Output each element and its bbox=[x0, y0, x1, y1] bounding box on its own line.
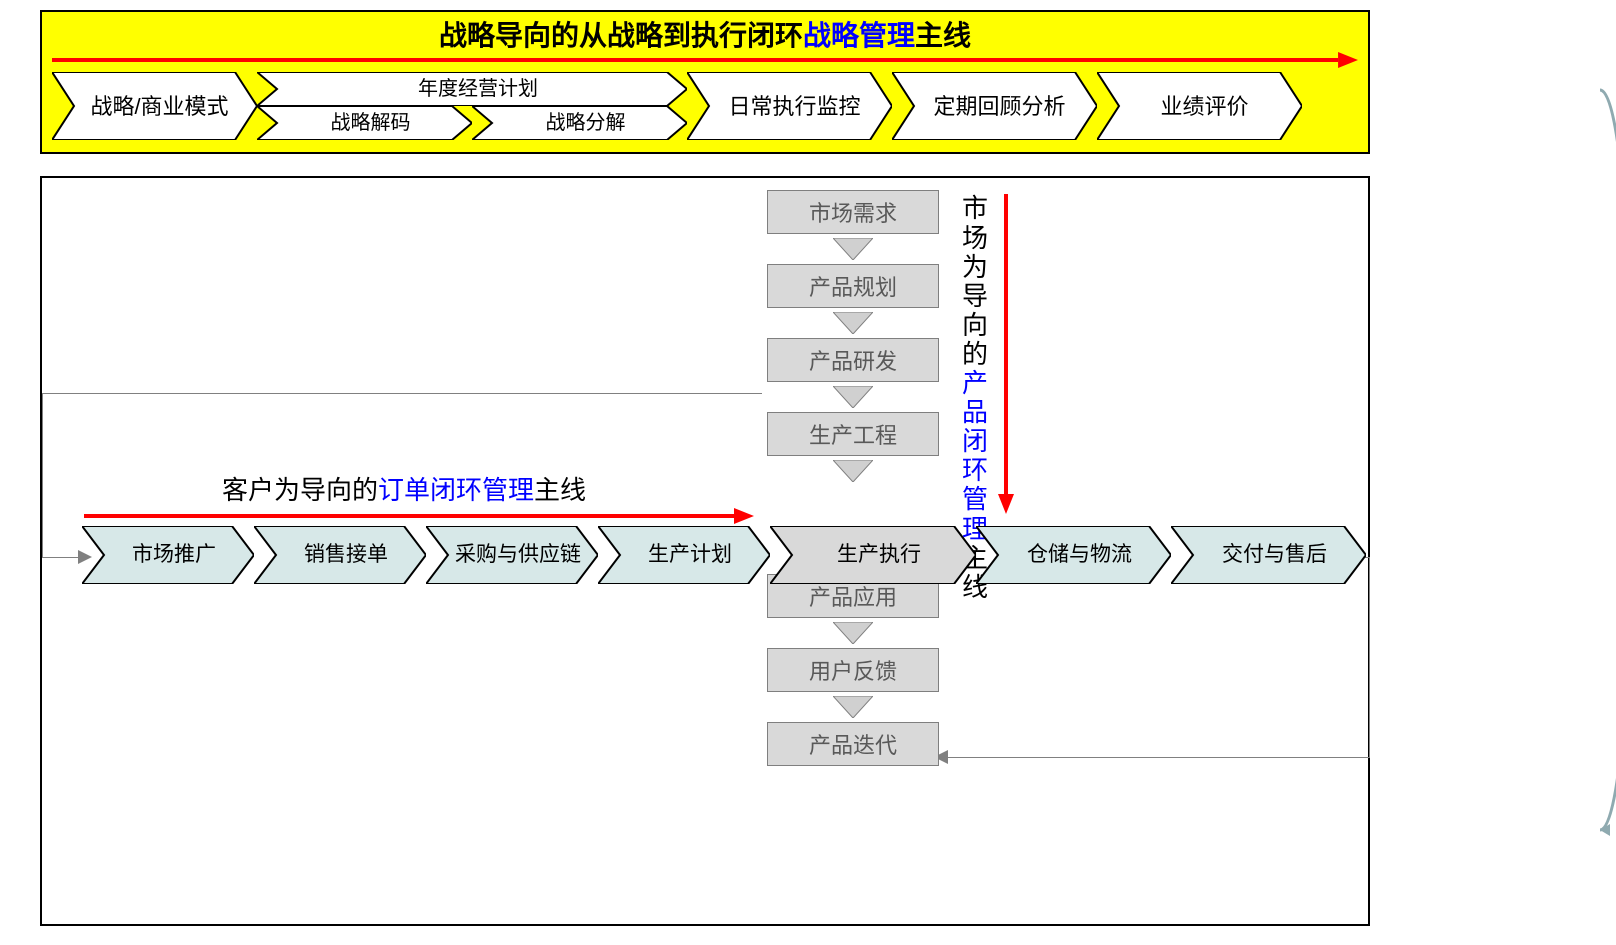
hlabel-highlight: 订单闭环管理 bbox=[378, 475, 534, 505]
chain-delivery-aftersales: 交付与售后 bbox=[1171, 526, 1366, 584]
product-flow-column: 市场需求 产品规划 产品研发 生产工程 产品应用 用户反馈 产品迭代 bbox=[762, 190, 944, 766]
chain-prod-exec: 生产执行 bbox=[770, 526, 976, 584]
chain-market-promo: 市场推广 bbox=[82, 526, 254, 584]
chain-label: 生产执行 bbox=[811, 543, 935, 567]
step-evaluate: 业绩评价 bbox=[1097, 72, 1302, 140]
title-suffix: 主线 bbox=[915, 20, 971, 51]
step-decode: 战略解码 bbox=[257, 106, 472, 140]
chain-label: 仓储与物流 bbox=[1001, 543, 1146, 567]
step-label: 日常执行监控 bbox=[706, 94, 872, 119]
box-prod-eng: 生产工程 bbox=[767, 412, 939, 456]
down-chevron-icon bbox=[833, 238, 873, 260]
chain-sales-order: 销售接单 bbox=[254, 526, 426, 584]
chain-procure-supply: 采购与供应链 bbox=[426, 526, 598, 584]
annual-plan-group: 年度经营计划 战略解码 战略分解 bbox=[257, 72, 687, 142]
curve-connector bbox=[1598, 10, 1616, 940]
step-review: 定期回顾分析 bbox=[892, 72, 1097, 140]
title-prefix: 战略导向的从战略到执行闭环 bbox=[439, 20, 803, 51]
down-chevron-icon bbox=[833, 460, 873, 482]
chain-label: 市场推广 bbox=[106, 543, 230, 567]
down-chevron-icon bbox=[833, 312, 873, 334]
chain-label: 交付与售后 bbox=[1196, 543, 1341, 567]
box-market-demand: 市场需求 bbox=[767, 190, 939, 234]
side-p1: 市场为导向的 bbox=[962, 193, 988, 369]
step-daily-monitor: 日常执行监控 bbox=[687, 72, 892, 140]
top-title: 战略导向的从战略到执行闭环战略管理主线 bbox=[52, 18, 1358, 54]
down-chevron-icon bbox=[833, 696, 873, 718]
hlabel-p2: 主线 bbox=[534, 475, 586, 505]
step-label: 战略/商业模式 bbox=[68, 94, 240, 119]
hlabel-p1: 客户为导向的 bbox=[222, 475, 378, 505]
chain-label: 采购与供应链 bbox=[429, 543, 595, 567]
chain-prod-plan: 生产计划 bbox=[598, 526, 770, 584]
step-decompose: 战略分解 bbox=[472, 106, 687, 140]
step-label: 战略解码 bbox=[309, 112, 421, 135]
step-strategy-model: 战略/商业模式 bbox=[52, 72, 257, 140]
box-label: 产品研发 bbox=[809, 344, 897, 376]
title-highlight: 战略管理 bbox=[803, 20, 915, 51]
connector-line bbox=[942, 757, 1370, 758]
box-product-plan: 产品规划 bbox=[767, 264, 939, 308]
box-label: 产品应用 bbox=[809, 580, 897, 612]
connector-line bbox=[42, 393, 762, 394]
vertical-red-arrow bbox=[997, 194, 1015, 514]
chain-label: 生产计划 bbox=[622, 543, 746, 567]
connector-line bbox=[42, 393, 43, 558]
lower-panel: 市场需求 产品规划 产品研发 生产工程 产品应用 用户反馈 产品迭代 市场为导向… bbox=[40, 176, 1370, 926]
step-label: 业绩评价 bbox=[1138, 94, 1260, 119]
horizontal-red-arrow bbox=[84, 506, 754, 526]
down-chevron-icon bbox=[833, 386, 873, 408]
step-annual-plan: 年度经营计划 bbox=[257, 72, 687, 106]
box-label: 产品迭代 bbox=[809, 728, 897, 760]
down-chevron-icon bbox=[833, 622, 873, 644]
chain-label: 销售接单 bbox=[278, 543, 402, 567]
top-chevron-row: 战略/商业模式 年度经营计划 战略解码 战略分解 日常执行监控 bbox=[52, 72, 1358, 142]
step-label: 战略分解 bbox=[524, 112, 636, 135]
side-highlight: 产品闭环管理 bbox=[962, 368, 988, 544]
order-flow-chain: 市场推广 销售接单 采购与供应链 生产计划 生产执行 仓储与物流 交付与售后 bbox=[82, 526, 1366, 584]
box-label: 生产工程 bbox=[809, 418, 897, 450]
top-strategy-band: 战略导向的从战略到执行闭环战略管理主线 战略/商业模式 年度经营计划 战略解码 bbox=[40, 10, 1370, 154]
box-product-rd: 产品研发 bbox=[767, 338, 939, 382]
top-red-arrow bbox=[52, 58, 1358, 64]
horizontal-title: 客户为导向的订单闭环管理主线 bbox=[222, 470, 586, 507]
box-user-feedback: 用户反馈 bbox=[767, 648, 939, 692]
step-label: 年度经营计划 bbox=[396, 78, 548, 101]
connector-line bbox=[1369, 557, 1370, 757]
chain-warehouse-logistics: 仓储与物流 bbox=[976, 526, 1171, 584]
box-label: 产品规划 bbox=[809, 270, 897, 302]
step-label: 定期回顾分析 bbox=[911, 94, 1077, 119]
box-label: 用户反馈 bbox=[809, 654, 897, 686]
box-product-iterate: 产品迭代 bbox=[767, 722, 939, 766]
box-label: 市场需求 bbox=[809, 196, 897, 228]
